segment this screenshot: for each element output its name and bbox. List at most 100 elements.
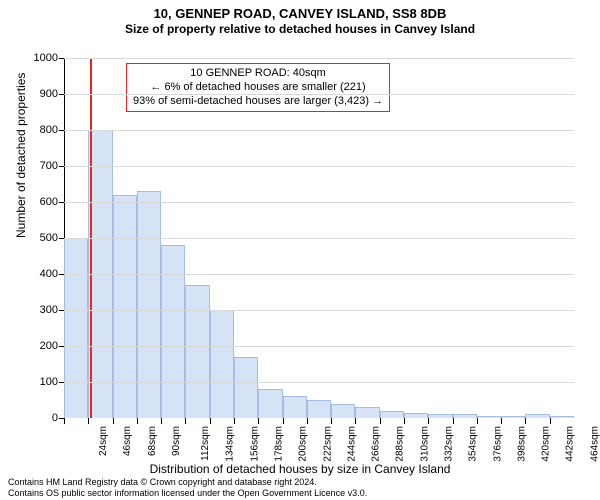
- callout-line-1: 10 GENNEP ROAD: 40sqm: [133, 67, 383, 81]
- gridline: [64, 382, 574, 383]
- xtick-mark: [501, 418, 502, 424]
- xtick-label: 112sqm: [200, 426, 211, 461]
- ytick-label: 1000: [34, 52, 58, 64]
- xtick-mark: [283, 418, 284, 424]
- ytick-label: 700: [40, 160, 58, 172]
- xtick-label: 244sqm: [346, 426, 357, 462]
- plot-area: 10 GENNEP ROAD: 40sqm ← 6% of detached h…: [64, 58, 574, 418]
- ytick-mark: [59, 382, 64, 383]
- xtick-mark: [161, 418, 162, 424]
- gridline: [64, 166, 574, 167]
- histogram-bar: [453, 414, 477, 418]
- xtick-label: 420sqm: [541, 426, 552, 462]
- ytick-mark: [59, 58, 64, 59]
- ytick-mark: [59, 310, 64, 311]
- xtick-label: 46sqm: [122, 426, 133, 456]
- chart-subtitle: Size of property relative to detached ho…: [0, 22, 600, 40]
- ytick-mark: [59, 346, 64, 347]
- callout-box: 10 GENNEP ROAD: 40sqm ← 6% of detached h…: [126, 63, 390, 112]
- histogram-bar: [477, 416, 501, 418]
- gridline: [64, 130, 574, 131]
- footnote-line-1: Contains HM Land Registry data © Crown c…: [8, 477, 592, 487]
- callout-line-2: ← 6% of detached houses are smaller (221…: [133, 81, 383, 95]
- histogram-bar: [185, 285, 209, 418]
- histogram-bar: [137, 191, 161, 418]
- histogram-bar: [210, 310, 234, 418]
- gridline: [64, 58, 574, 59]
- gridline: [64, 94, 574, 95]
- xtick-mark: [404, 418, 405, 424]
- xtick-mark: [64, 418, 65, 424]
- xtick-label: 354sqm: [468, 426, 479, 462]
- footnote: Contains HM Land Registry data © Crown c…: [8, 477, 592, 498]
- gridline: [64, 274, 574, 275]
- x-axis-label: Distribution of detached houses by size …: [0, 462, 600, 476]
- xtick-label: 376sqm: [492, 426, 503, 462]
- histogram-bar: [64, 238, 88, 418]
- histogram-bar: [258, 389, 282, 418]
- histogram-bar: [234, 357, 258, 418]
- histogram-bar: [355, 407, 379, 418]
- xtick-label: 222sqm: [322, 426, 333, 462]
- ytick-label: 100: [40, 376, 58, 388]
- histogram-bar: [161, 245, 185, 418]
- gridline: [64, 238, 574, 239]
- xtick-mark: [477, 418, 478, 424]
- histogram-bar: [404, 413, 428, 418]
- chart-title: 10, GENNEP ROAD, CANVEY ISLAND, SS8 8DB: [0, 0, 600, 22]
- ytick-mark: [59, 238, 64, 239]
- xtick-mark: [113, 418, 114, 424]
- footnote-line-2: Contains OS public sector information li…: [8, 488, 592, 498]
- ytick-label: 900: [40, 88, 58, 100]
- xtick-label: 464sqm: [589, 426, 600, 462]
- xtick-mark: [210, 418, 211, 424]
- xtick-mark: [331, 418, 332, 424]
- ytick-label: 600: [40, 196, 58, 208]
- xtick-mark: [234, 418, 235, 424]
- ytick-label: 200: [40, 340, 58, 352]
- ytick-mark: [59, 274, 64, 275]
- histogram-bar: [428, 414, 452, 418]
- ytick-mark: [59, 94, 64, 95]
- xtick-mark: [137, 418, 138, 424]
- ytick-label: 800: [40, 124, 58, 136]
- xtick-label: 156sqm: [249, 426, 260, 462]
- ytick-mark: [59, 166, 64, 167]
- chart-container: 10, GENNEP ROAD, CANVEY ISLAND, SS8 8DB …: [0, 0, 600, 500]
- xtick-label: 266sqm: [371, 426, 382, 462]
- xtick-mark: [88, 418, 89, 424]
- histogram-bar: [380, 411, 404, 418]
- callout-line-3: 93% of semi-detached houses are larger (…: [133, 95, 383, 109]
- histogram-bar: [501, 416, 525, 418]
- xtick-label: 398sqm: [516, 426, 527, 462]
- histogram-bar: [525, 414, 549, 418]
- ytick-mark: [59, 202, 64, 203]
- xtick-label: 288sqm: [395, 426, 406, 462]
- xtick-label: 178sqm: [274, 426, 285, 462]
- gridline: [64, 346, 574, 347]
- xtick-mark: [453, 418, 454, 424]
- xtick-mark: [307, 418, 308, 424]
- xtick-mark: [185, 418, 186, 424]
- xtick-mark: [258, 418, 259, 424]
- histogram-bar: [331, 404, 355, 418]
- xtick-mark: [380, 418, 381, 424]
- histogram-bar: [550, 416, 574, 418]
- y-axis-label: Number of detached properties: [14, 73, 28, 238]
- xtick-label: 24sqm: [98, 426, 109, 456]
- xtick-mark: [355, 418, 356, 424]
- ytick-label: 0: [52, 412, 58, 424]
- ytick-label: 300: [40, 304, 58, 316]
- xtick-label: 442sqm: [565, 426, 576, 462]
- xtick-label: 68sqm: [147, 426, 158, 456]
- xtick-label: 310sqm: [419, 426, 430, 462]
- xtick-label: 134sqm: [225, 426, 236, 462]
- ytick-label: 500: [40, 232, 58, 244]
- histogram-bar: [283, 396, 307, 418]
- histogram-bar: [307, 400, 331, 418]
- ytick-mark: [59, 130, 64, 131]
- gridline: [64, 202, 574, 203]
- gridline: [64, 310, 574, 311]
- xtick-mark: [525, 418, 526, 424]
- ytick-label: 400: [40, 268, 58, 280]
